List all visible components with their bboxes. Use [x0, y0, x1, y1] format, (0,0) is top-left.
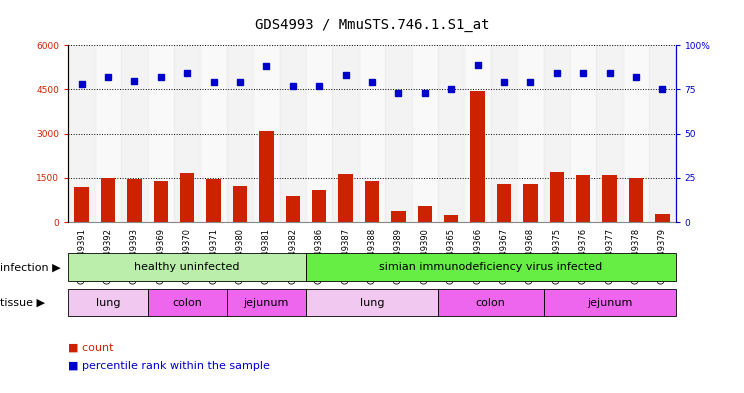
- Bar: [253, 45, 280, 222]
- Bar: [180, 173, 194, 222]
- Bar: [333, 45, 359, 222]
- Bar: [623, 45, 650, 222]
- Bar: [411, 45, 438, 222]
- Bar: [286, 195, 300, 222]
- Bar: [94, 45, 121, 222]
- Bar: [603, 174, 617, 222]
- Bar: [359, 45, 385, 222]
- Bar: [306, 45, 333, 222]
- Bar: [68, 45, 94, 222]
- Bar: [417, 206, 432, 222]
- Bar: [491, 45, 517, 222]
- Bar: [523, 184, 538, 222]
- Bar: [127, 179, 141, 222]
- Bar: [259, 131, 274, 222]
- Bar: [570, 45, 597, 222]
- Text: jejunum: jejunum: [244, 298, 289, 308]
- Bar: [74, 187, 89, 222]
- Bar: [464, 45, 491, 222]
- Text: healthy uninfected: healthy uninfected: [135, 262, 240, 272]
- Text: GDS4993 / MmuSTS.746.1.S1_at: GDS4993 / MmuSTS.746.1.S1_at: [254, 18, 490, 32]
- Bar: [206, 179, 221, 222]
- Bar: [200, 45, 227, 222]
- Text: colon: colon: [173, 298, 202, 308]
- Text: ■ percentile rank within the sample: ■ percentile rank within the sample: [68, 361, 270, 371]
- Bar: [312, 189, 327, 222]
- Bar: [444, 215, 458, 222]
- Bar: [100, 178, 115, 222]
- Text: jejunum: jejunum: [587, 298, 632, 308]
- Bar: [544, 45, 570, 222]
- Bar: [517, 45, 544, 222]
- Bar: [121, 45, 147, 222]
- Text: ■ count: ■ count: [68, 343, 114, 353]
- Text: infection ▶: infection ▶: [0, 262, 60, 272]
- Bar: [550, 172, 564, 222]
- Bar: [655, 214, 670, 222]
- Bar: [391, 211, 405, 222]
- Text: colon: colon: [476, 298, 506, 308]
- Text: lung: lung: [360, 298, 384, 308]
- Bar: [339, 174, 353, 222]
- Bar: [147, 45, 174, 222]
- Bar: [438, 45, 464, 222]
- Bar: [497, 184, 511, 222]
- Bar: [233, 186, 247, 222]
- Text: tissue ▶: tissue ▶: [0, 298, 45, 308]
- Bar: [153, 181, 168, 222]
- Bar: [576, 175, 591, 222]
- Bar: [597, 45, 623, 222]
- Text: lung: lung: [96, 298, 121, 308]
- Bar: [629, 178, 644, 222]
- Bar: [385, 45, 411, 222]
- Text: simian immunodeficiency virus infected: simian immunodeficiency virus infected: [379, 262, 603, 272]
- Bar: [280, 45, 306, 222]
- Bar: [227, 45, 253, 222]
- Bar: [174, 45, 200, 222]
- Bar: [470, 92, 485, 222]
- Bar: [650, 45, 676, 222]
- Bar: [365, 181, 379, 222]
